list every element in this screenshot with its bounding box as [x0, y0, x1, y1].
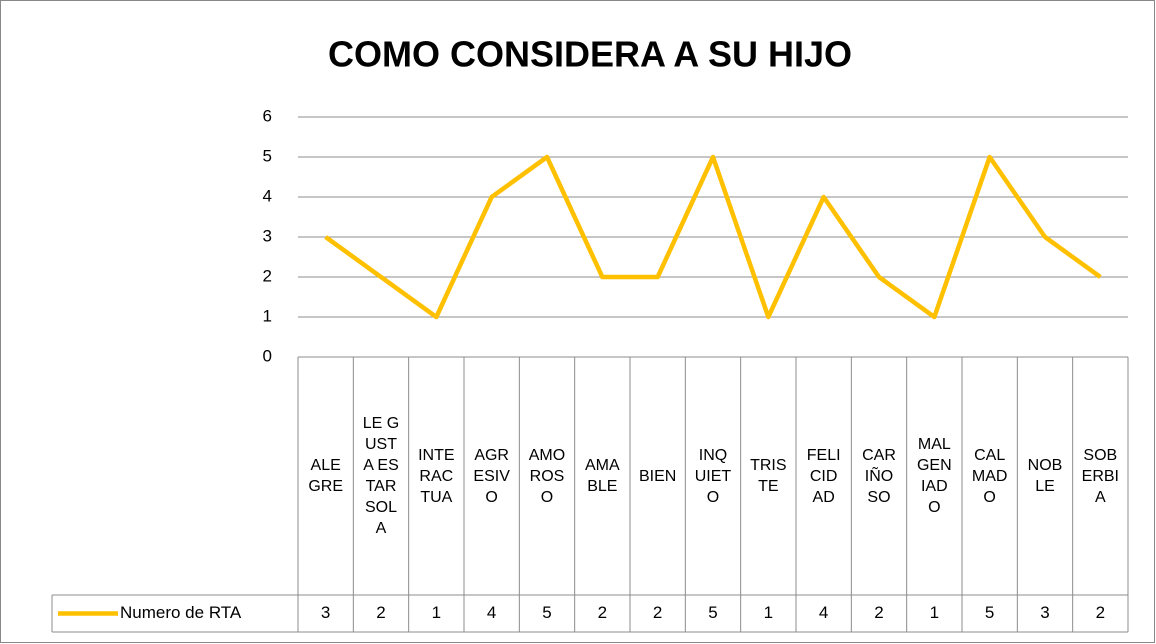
x-tick-label: INTERACTUA: [409, 357, 464, 595]
y-tick-label: 6: [263, 106, 272, 125]
x-tick-text: CALMADO: [971, 446, 1008, 506]
y-tick-label: 0: [263, 346, 272, 365]
table-value: 3: [321, 603, 330, 622]
table-value: 1: [432, 603, 441, 622]
x-tick-label: ALEGRE: [298, 357, 353, 595]
x-tick-label: MALGENIADO: [907, 357, 962, 595]
x-tick-text: TRISTE: [750, 457, 787, 495]
x-tick-text: BIEN: [638, 467, 677, 485]
table-value: 2: [653, 603, 662, 622]
x-tick-label: CALMADO: [962, 357, 1017, 595]
table-value: 3: [1040, 603, 1049, 622]
x-tick-label: FELICIDAD: [796, 357, 851, 595]
x-tick-label: BIEN: [630, 357, 685, 595]
table-value: 5: [542, 603, 551, 622]
x-tick-text: LE GUSTA ESTAR SOLA: [362, 415, 400, 537]
table-value: 4: [487, 603, 496, 622]
x-tick-label: AGRESIVO: [464, 357, 519, 595]
x-tick-text: NOBLE: [1027, 457, 1063, 495]
x-tick-text: MALGENIADO: [916, 436, 952, 516]
table-value: 2: [1096, 603, 1105, 622]
x-tick-label: INQUIETO: [685, 357, 740, 595]
table-value: 5: [708, 603, 717, 622]
table-value: 1: [764, 603, 773, 622]
x-tick-text: AGRESIVO: [473, 446, 510, 506]
x-tick-text: FELICIDAD: [806, 446, 841, 506]
x-tick-text: CARIÑOSO: [862, 446, 896, 506]
y-tick-label: 5: [263, 146, 272, 165]
table-value: 2: [376, 603, 385, 622]
y-tick-label: 1: [263, 306, 272, 325]
x-tick-label: SOBERBIA: [1073, 357, 1128, 595]
table-value: 2: [874, 603, 883, 622]
table-value: 4: [819, 603, 828, 622]
table-value: 5: [985, 603, 994, 622]
x-tick-label: AMABLE: [575, 357, 630, 595]
x-tick-label: TRISTE: [741, 357, 796, 595]
x-tick-text: INTERACTUA: [418, 446, 455, 506]
x-tick-text: SOBERBIA: [1081, 446, 1119, 506]
x-tick-label: LE GUSTA ESTAR SOLA: [353, 357, 408, 595]
chart-title: COMO CONSIDERA A SU HIJO: [328, 34, 852, 75]
x-tick-text: AMABLE: [584, 457, 620, 495]
x-tick-label: AMOROSO: [519, 357, 574, 595]
y-tick-label: 3: [263, 226, 272, 245]
x-tick-text: INQUIETO: [694, 446, 732, 506]
table-value: 1: [930, 603, 939, 622]
line-series: [324, 154, 1102, 320]
x-tick-text: AMOROSO: [528, 446, 566, 506]
y-tick-label: 2: [263, 266, 272, 285]
legend-label: Numero de RTA: [120, 603, 242, 622]
x-tick-text: ALEGRE: [308, 457, 343, 495]
x-tick-label: CARIÑOSO: [851, 357, 906, 595]
y-tick-label: 4: [263, 186, 272, 205]
x-tick-label: NOBLE: [1017, 357, 1072, 595]
table-value: 2: [598, 603, 607, 622]
